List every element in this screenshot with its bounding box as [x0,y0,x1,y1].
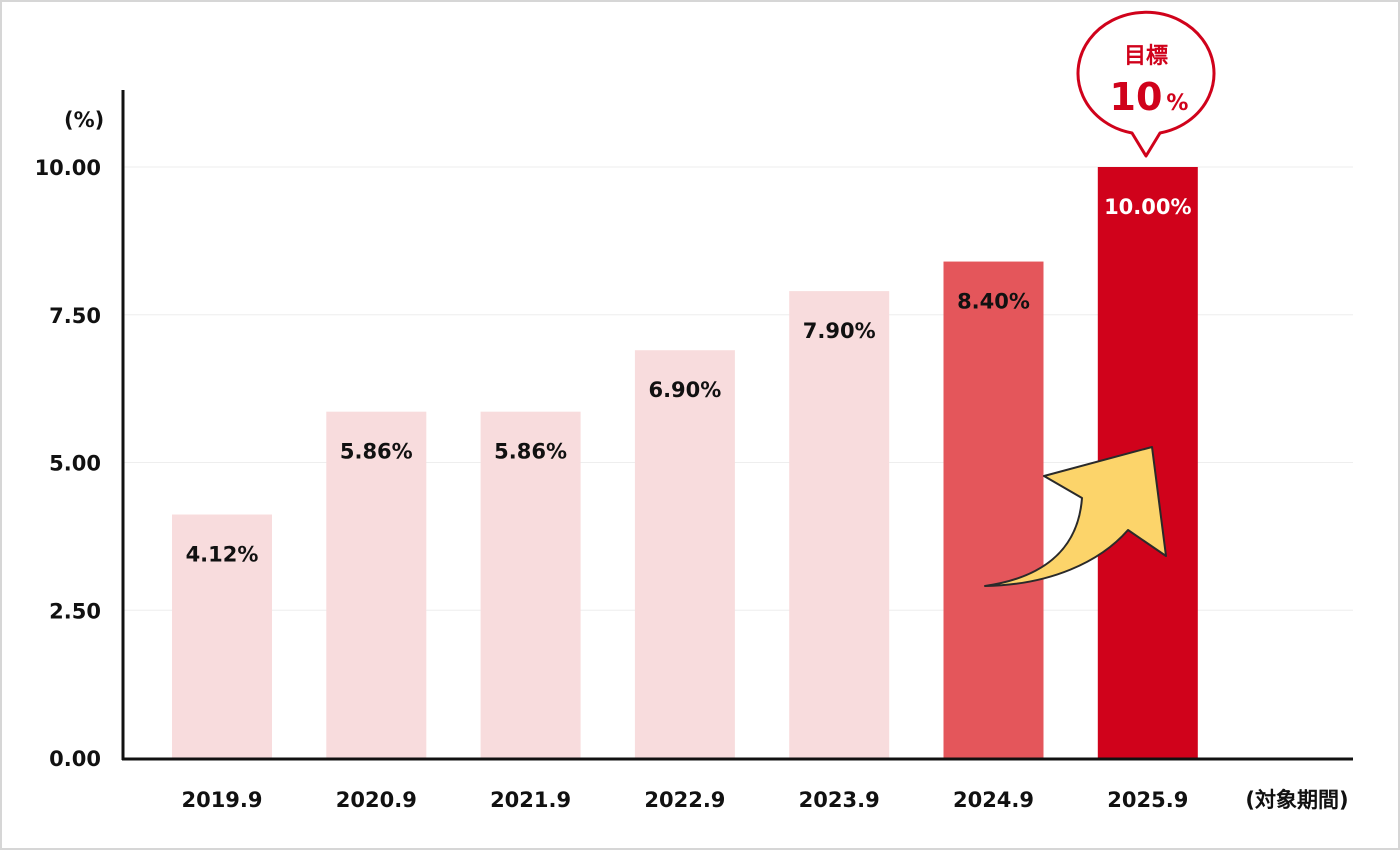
callout-value: 10% [1110,75,1189,119]
value-labels: 4.12% 5.86% 5.86% 6.90% 7.90% 8.40% 10.00% [186,195,1192,567]
bar-value-label: 5.86% [340,440,413,464]
y-tick-label: 5.00 [49,452,101,476]
x-tick-label: 2021.9 [490,788,571,812]
x-tick-label: 2024.9 [953,788,1034,812]
bars [172,167,1198,758]
target-callout: 目標 10% [1076,10,1216,158]
x-tick-label: 2022.9 [644,788,725,812]
bar [634,350,735,758]
bar-value-label: 6.90% [648,378,721,402]
x-tick-label: 2023.9 [799,788,880,812]
bar [480,411,581,758]
bar-value-label: 4.12% [186,543,259,567]
y-unit-label: (%) [64,108,104,132]
y-tick-label: 2.50 [49,599,101,623]
callout-bubble [1076,10,1216,158]
growth-arrow [984,446,1167,587]
bar-value-label: 8.40% [957,290,1030,314]
y-tick-label: 0.00 [49,747,101,771]
bar [172,514,272,758]
x-tick-label: 2020.9 [336,788,417,812]
y-tick-labels: 0.00 2.50 5.00 7.50 10.00 [35,156,101,771]
bar-value-label: 7.90% [803,319,876,343]
bar-value-label: 10.00% [1104,195,1191,219]
y-tick-label: 7.50 [49,304,101,328]
x-tick-label: 2025.9 [1107,788,1188,812]
category-labels: 2019.9 2020.9 2021.9 2022.9 2023.9 2024.9 2025… [181,788,1188,812]
bar [326,411,427,758]
y-tick-label: 10.00 [35,156,101,180]
x-unit-label: (対象期間) [1245,788,1348,812]
bar [943,261,1044,758]
callout-title: 目標 [1124,44,1168,69]
x-tick-label: 2019.9 [181,788,262,812]
bar-value-label: 5.86% [494,440,567,464]
bar [789,291,890,758]
